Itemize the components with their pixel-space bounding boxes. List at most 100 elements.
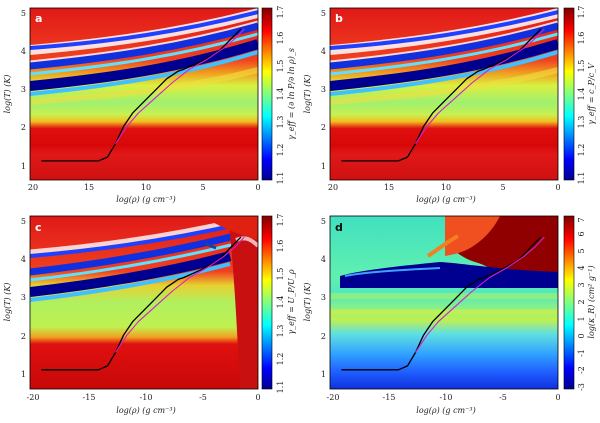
panel-a-xtick-1: 15 (84, 183, 94, 192)
panel-b-cbar-tick-0: 1.1 (577, 172, 586, 185)
panel-b-label: b (335, 12, 343, 25)
panel-a-heatmap (30, 8, 258, 180)
panel-c-heatmap (30, 216, 258, 389)
panel-a-cbar-tick-3: 1.4 (276, 88, 285, 101)
panel-a-cbar-tick-0: 1.1 (276, 172, 285, 185)
panel-b-xtick-4: 0 (555, 183, 560, 192)
panel-d-series-magenta-track (415, 236, 545, 353)
panel-c-cbar-tick-2: 1.3 (276, 325, 285, 338)
panel-d-xticks: -20 -15 -10 -5 0 (327, 393, 561, 402)
panel-d-series (341, 236, 545, 371)
panel-c-yticks: 1 2 3 4 5 (21, 217, 26, 379)
panel-d-xtick-1: -15 (383, 393, 396, 402)
panel-c-colorbar (261, 215, 273, 390)
panel-c-xtick-1: -15 (83, 393, 96, 402)
panel-b-heatmap (330, 8, 558, 180)
panel-c-colorbar-label: γ_eff = U_P/U_ρ (287, 269, 296, 335)
panel-d-cbar-tick-3: 0 (577, 333, 586, 338)
panel-b-ytick-0: 1 (321, 162, 326, 171)
panel-b-cbar-tick-1: 1.2 (577, 144, 586, 157)
panel-c-ytick-0: 1 (21, 370, 26, 379)
panel-c-cbar-ticks: 1.1 1.2 1.3 1.4 1.5 1.6 1.7 (276, 214, 285, 394)
panel-d-cbar-tick-5: 2 (577, 299, 586, 304)
panel-b-xlabel: log(ρ) (g cm⁻³) (416, 195, 475, 204)
panel-a-cbar-tick-1: 1.2 (276, 144, 285, 157)
panel-d-cbar-tick-0: -3 (577, 383, 586, 391)
panel-b-ytick-4: 5 (321, 9, 326, 18)
panel-b-colorbar (563, 7, 575, 181)
panel-c-frame (29, 215, 259, 390)
panel-a-ytick-3: 4 (21, 47, 26, 56)
panel-d-xtick-2: -10 (440, 393, 453, 402)
panel-a-xticks: 20 15 10 5 0 (28, 183, 261, 192)
panel-c-xtick-0: -20 (27, 393, 40, 402)
panel-b-ytick-2: 3 (321, 85, 326, 94)
panel-a-label: a (35, 12, 42, 25)
panel-b-colorbar-label: γ_eff = c_P/c_V (587, 62, 596, 125)
panel-a-ytick-1: 2 (21, 123, 26, 132)
panel-d-ytick-3: 4 (321, 255, 326, 264)
panel-a-colorbar-label: γ_eff = (∂ ln P/∂ ln ρ)_s (287, 48, 296, 140)
panel-d-xtick-4: 0 (555, 393, 560, 402)
panel-a-series-black-track (41, 28, 242, 162)
panel-b-xtick-1: 15 (384, 183, 394, 192)
panel-d-ytick-1: 2 (321, 332, 326, 341)
panel-d-cbar-tick-4: 1 (577, 316, 586, 321)
panel-a-colorbar (261, 7, 273, 181)
panel-a-series (41, 28, 245, 162)
panel-a-cbar-tick-6: 1.7 (276, 6, 285, 19)
panel-c-series-black-track (41, 236, 242, 371)
panel-d: d -20 -15 -10 -5 0 1 2 3 4 5 log(ρ) (g c… (303, 215, 596, 415)
panel-d-xlabel: log(ρ) (g cm⁻³) (416, 406, 475, 415)
panel-c: c -20 -15 -10 -5 0 1 2 3 4 5 log(ρ) (g c… (3, 214, 296, 415)
panel-b-series-black-track (341, 28, 542, 162)
panel-b-xtick-3: 5 (500, 183, 505, 192)
panel-d-cbar-ticks: -3 -2 -1 0 1 2 3 4 5 6 7 (577, 217, 586, 390)
panel-d-ytick-2: 3 (321, 293, 326, 302)
panel-d-heatmap (330, 216, 558, 389)
panel-b-frame (329, 7, 559, 181)
panel-c-series (41, 236, 245, 371)
panel-b-cbar-tick-5: 1.6 (577, 32, 586, 45)
panel-d-cbar-tick-6: 3 (577, 282, 586, 287)
panel-d-ylabel: log(T) (K) (303, 283, 312, 322)
panel-a-cbar-tick-4: 1.5 (276, 60, 285, 73)
panel-b-xticks: 20 15 10 5 0 (328, 183, 561, 192)
panel-d-xtick-3: -5 (499, 393, 507, 402)
panel-c-series-magenta-track (115, 236, 245, 353)
panel-a-xtick-0: 20 (28, 183, 38, 192)
panel-b-xtick-0: 20 (328, 183, 338, 192)
panel-d-yticks: 1 2 3 4 5 (321, 217, 326, 379)
panel-d-cbar-tick-1: -2 (577, 366, 586, 374)
panel-c-xtick-3: -5 (199, 393, 207, 402)
panel-b-xtick-2: 10 (441, 183, 451, 192)
panel-c-cbar-tick-3: 1.4 (276, 296, 285, 309)
panel-a-xtick-4: 0 (255, 183, 260, 192)
panel-a-cbar-tick-2: 1.3 (276, 116, 285, 129)
panel-b-ylabel: log(T) (K) (303, 75, 312, 114)
panel-a-ylabel: log(T) (K) (3, 75, 12, 114)
panel-b-cbar-tick-4: 1.5 (577, 60, 586, 73)
panel-b-series-magenta-track (415, 28, 545, 145)
panel-c-cbar-tick-6: 1.7 (276, 214, 285, 227)
panel-c-label: c (35, 221, 42, 234)
panel-d-colorbar-label: log(κ_R) (cm² g⁻¹) (587, 265, 596, 338)
panel-a-cbar-ticks: 1.1 1.2 1.3 1.4 1.5 1.6 1.7 (276, 6, 285, 185)
panel-a-ytick-2: 3 (21, 85, 26, 94)
panel-d-cbar-tick-8: 5 (577, 248, 586, 253)
panel-c-xticks: -20 -15 -10 -5 0 (27, 393, 261, 402)
panel-b-cbar-tick-2: 1.3 (577, 116, 586, 129)
panel-d-cbar-tick-9: 6 (577, 231, 586, 236)
panel-a-yticks: 1 2 3 4 5 (21, 9, 26, 171)
panel-d-ytick-4: 5 (321, 217, 326, 226)
panel-c-ylabel: log(T) (K) (3, 283, 12, 322)
panel-c-cbar-tick-1: 1.2 (276, 353, 285, 366)
panel-a: a 20 15 10 5 0 1 2 3 4 5 log(ρ) (g cm⁻³)… (3, 6, 296, 204)
panel-d-label: d (335, 221, 343, 234)
panel-d-cbar-tick-7: 4 (577, 265, 586, 270)
panel-b-yticks: 1 2 3 4 5 (321, 9, 326, 171)
panel-c-cbar-tick-5: 1.6 (276, 240, 285, 253)
panel-d-series-black-track (341, 236, 542, 371)
panel-d-colorbar (563, 215, 575, 390)
